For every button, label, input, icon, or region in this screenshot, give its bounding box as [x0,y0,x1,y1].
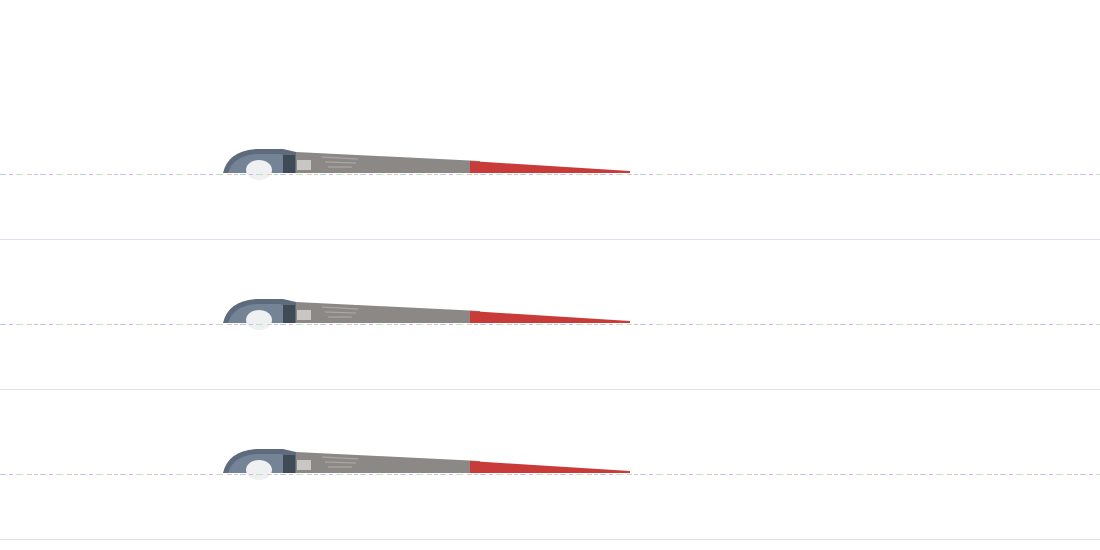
product-image [222,148,631,481]
artifact-line [0,239,1100,240]
artifact-line [0,173,1100,175]
glasses-temple [222,448,631,481]
artifact-line [0,389,1100,390]
artifact-line [0,539,1100,540]
glasses-temple [222,148,631,181]
scan-artifacts [0,173,1100,540]
glasses-temple [222,298,631,331]
artifact-line [0,323,1100,325]
artifact-line [0,473,1100,475]
